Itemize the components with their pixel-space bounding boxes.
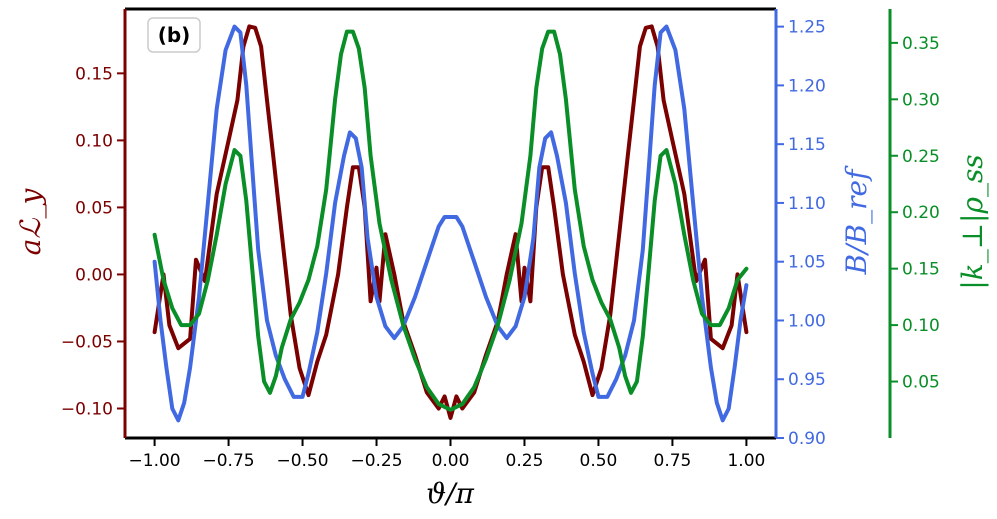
right2-tick-label: 0.10 [902, 316, 940, 336]
x-tick-label: −0.75 [203, 451, 255, 471]
left-tick-label: −0.05 [61, 332, 113, 352]
series-line-left [152, 24, 749, 420]
left-tick-label: −0.10 [61, 400, 113, 420]
left-tick-label: 0.15 [75, 64, 113, 84]
right2-axis-title-text: |k_⊥|ρ_ss [956, 154, 989, 289]
left-tick-label: 0.05 [75, 198, 113, 218]
right1-axis-title-text: B/B_ref [840, 165, 873, 276]
panel-label-box: (b) [147, 17, 201, 53]
right2-tick-label: 0.15 [902, 260, 940, 280]
right2-tick-label: 0.30 [902, 90, 940, 110]
axes-frame [123, 7, 892, 440]
right1-tick-label: 1.15 [788, 135, 826, 155]
right1-axis-title: B/B_ref [840, 165, 873, 276]
right2-tick-label: 0.35 [902, 34, 940, 54]
right1-tick-label: 1.25 [788, 18, 826, 38]
x-tick-label: −0.25 [350, 451, 402, 471]
left-axis-title: aℒ_y [14, 187, 47, 255]
x-tick-label: 0.25 [506, 451, 544, 471]
right1-tick-label: 1.00 [788, 311, 826, 331]
right1-tick-label: 1.05 [788, 253, 826, 273]
x-tick-label: 0.50 [580, 451, 618, 471]
panel-label: (b) [158, 23, 191, 47]
series-line-right1 [152, 24, 749, 423]
x-tick-label: −1.00 [129, 451, 181, 471]
series-line-right2 [152, 29, 749, 412]
x-tick-label: −0.50 [276, 451, 328, 471]
right1-tick-label: 0.95 [788, 370, 826, 390]
ticks-layer: −1.00 −0.75 −0.50 −0.25 0.00 0.25 0.50 0.75 1.00… [61, 18, 940, 471]
right1-tick-label: 0.90 [788, 429, 826, 449]
right2-tick-label: 0.25 [902, 147, 940, 167]
left-axis-title-text: aℒ_y [14, 187, 47, 255]
right2-tick-label: 0.05 [902, 373, 940, 393]
x-tick-label: 0.75 [654, 451, 692, 471]
left-tick-label: 0.10 [75, 131, 113, 151]
x-tick-label: 1.00 [727, 451, 765, 471]
series-layer [152, 24, 749, 423]
right1-tick-label: 1.10 [788, 194, 826, 214]
x-tick-label: 0.00 [432, 451, 470, 471]
x-axis-title: ϑ/π [426, 477, 474, 510]
left-tick-label: 0.00 [75, 265, 113, 285]
right2-axis-title: |k_⊥|ρ_ss [956, 154, 989, 289]
panel-label-background [147, 17, 201, 53]
right1-tick-label: 1.20 [788, 76, 826, 96]
right2-tick-label: 0.20 [902, 203, 940, 223]
